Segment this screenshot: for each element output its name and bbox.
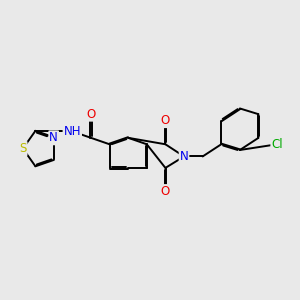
Text: O: O	[86, 108, 95, 121]
Text: S: S	[19, 142, 27, 155]
Text: Cl: Cl	[271, 138, 283, 151]
Text: N: N	[49, 131, 58, 144]
Text: O: O	[161, 185, 170, 198]
Text: N: N	[180, 150, 188, 163]
Text: NH: NH	[64, 125, 81, 138]
Text: O: O	[161, 114, 170, 127]
